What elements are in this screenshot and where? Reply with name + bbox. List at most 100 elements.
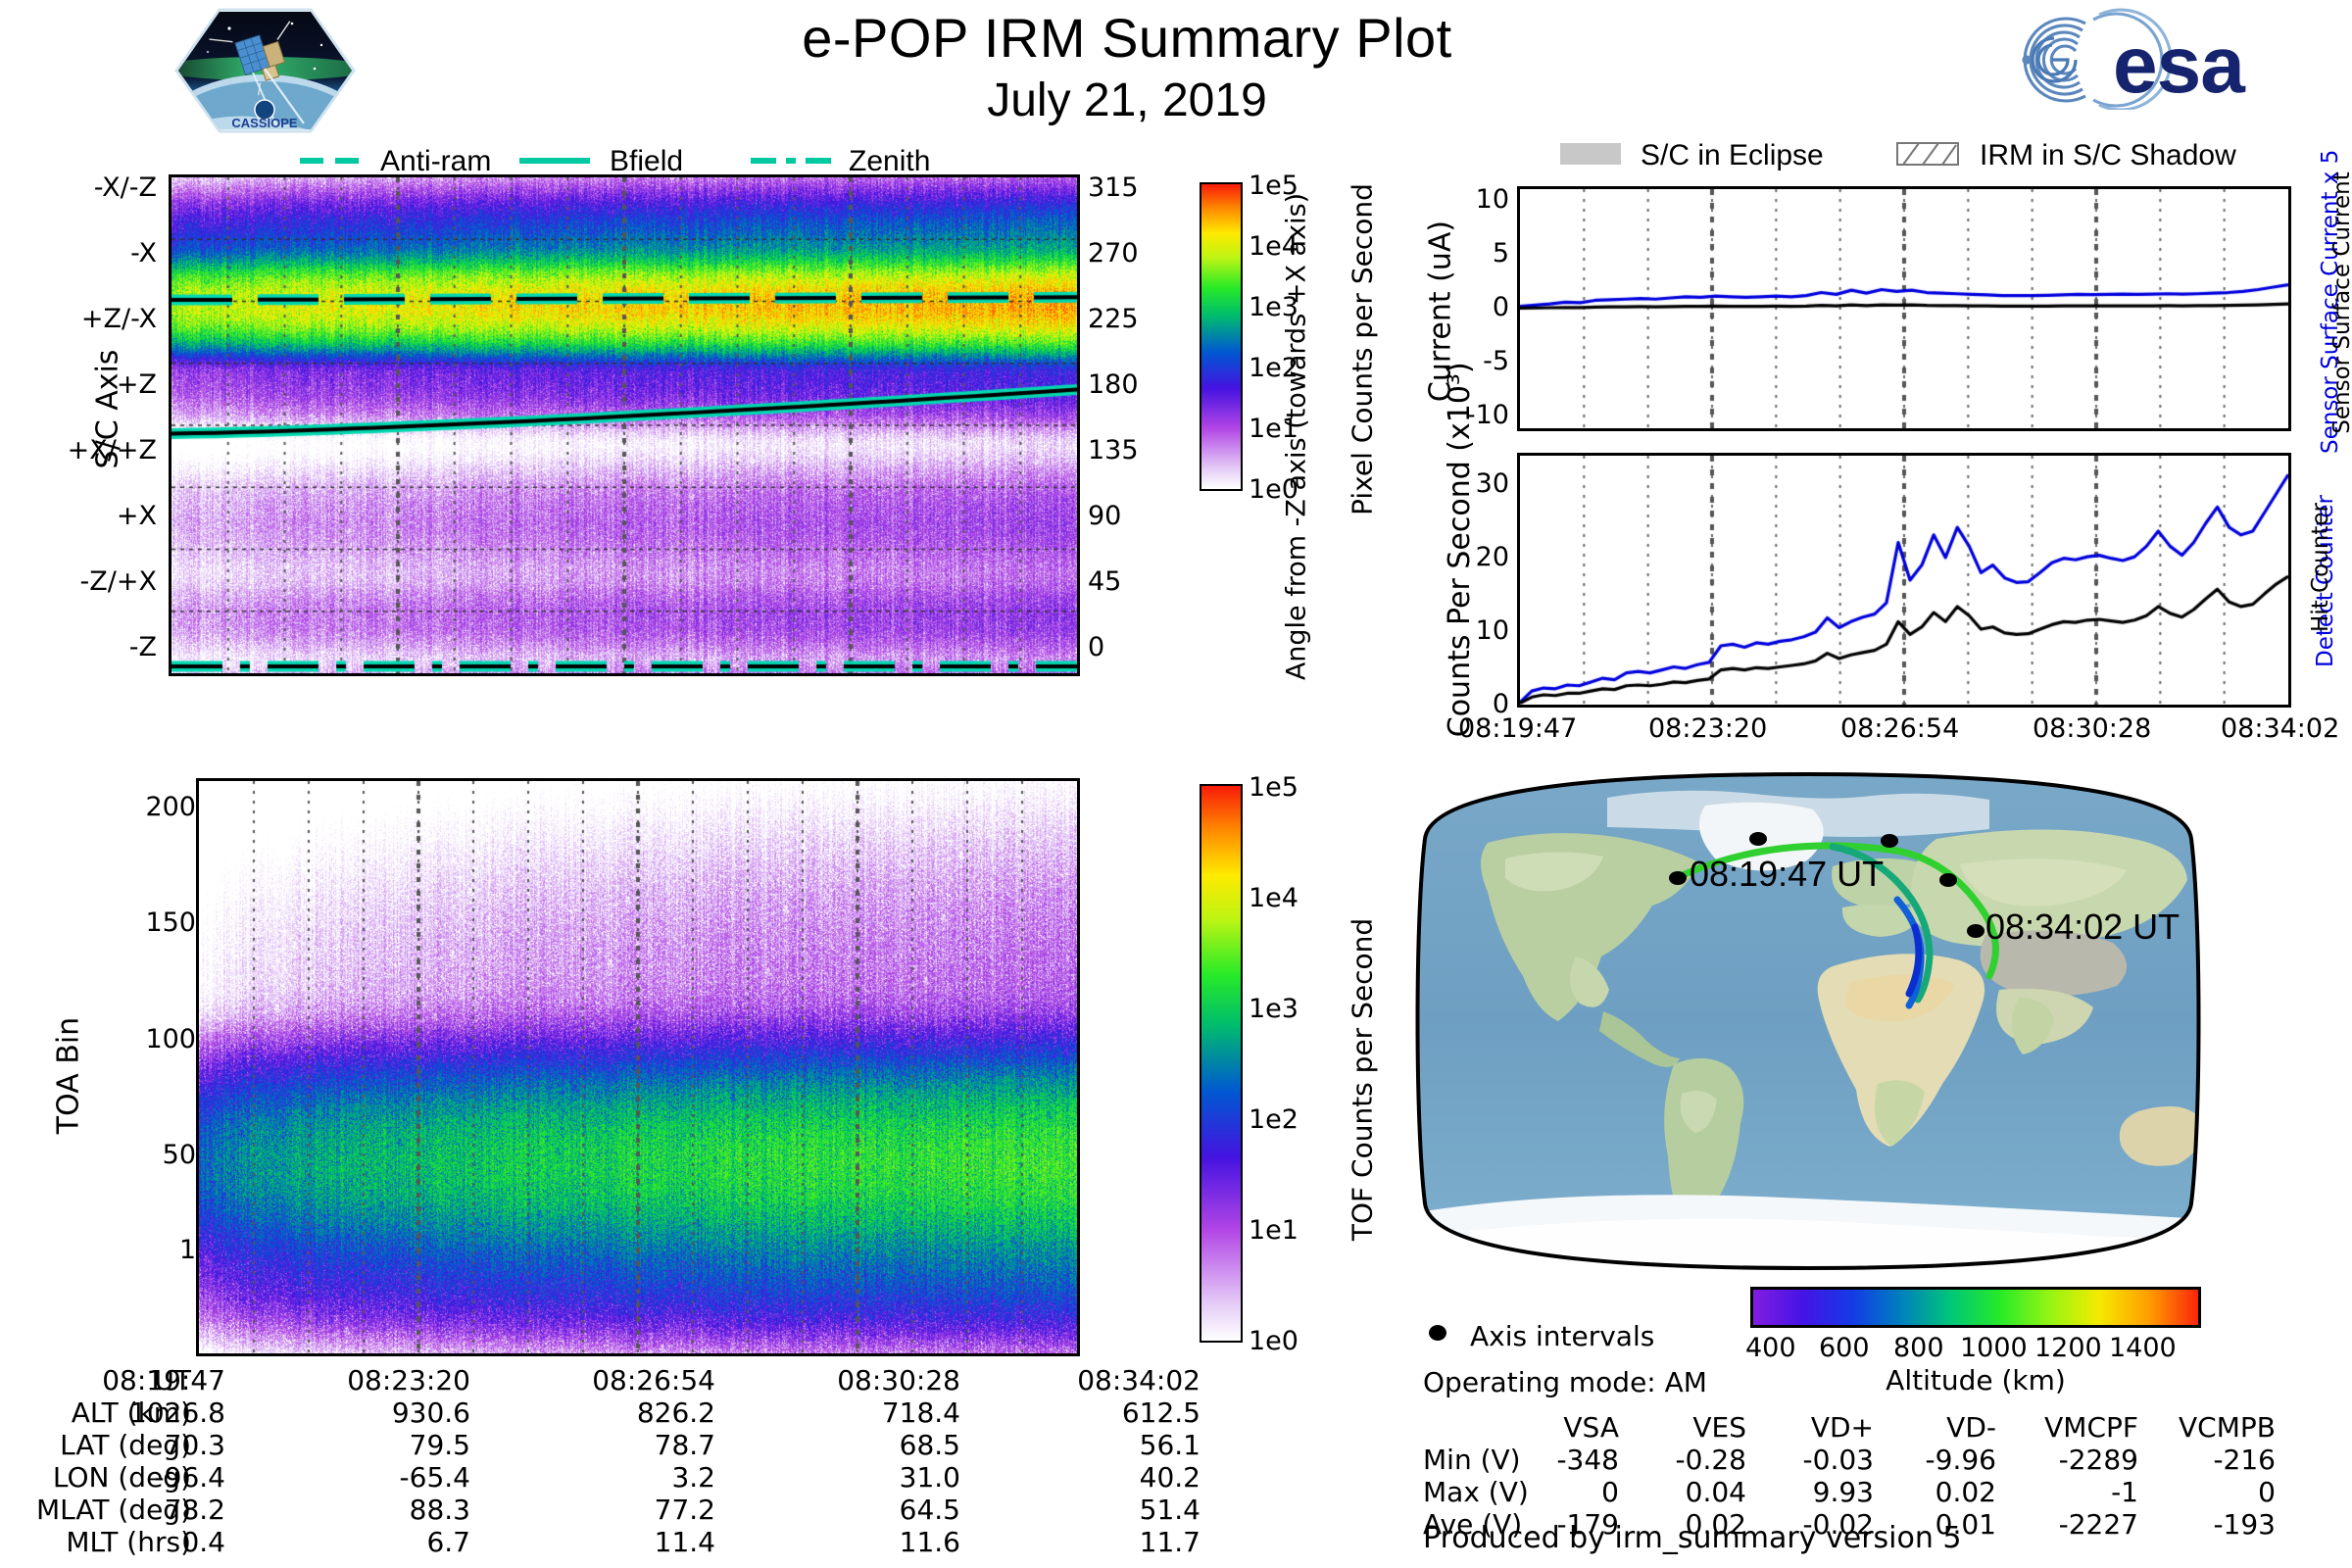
altitude-colorbar-ticklabels: 400 600 800 1000 1200 1400 [1745,1333,2177,1363]
voltage-col-header: VD- [1946,1411,1996,1444]
ut-cell: 70.3 [164,1429,225,1461]
voltage-cell: -348 [1556,1444,1619,1476]
ut-row-label: MLT (hrs) [66,1526,191,1558]
voltage-cell: -0.02 [1802,1508,1874,1541]
map-start-label: 08:19:47 UT [1690,854,1884,894]
counts-panel[interactable] [1517,453,2291,708]
ut-row-label: MLAT (deg) [35,1494,191,1526]
produced-by-label: Produced by irm_summary version 5 [1423,1521,1962,1555]
spectrogram-legend: Anti-ram Bfield Zenith [294,141,960,180]
right-time-axis-labels: 08:19:47 08:23:20 08:26:54 08:30:28 08:3… [1458,713,2340,744]
current-panel[interactable] [1517,186,2291,431]
axis-intervals-label: Axis intervals [1470,1320,1655,1352]
pixel-colorbar-ticklabels: 1e5 1e4 1e3 1e2 1e1 1e0 [1249,171,1298,505]
ut-cell: 612.5 [1121,1396,1200,1429]
legend-label-eclipse: S/C in Eclipse [1641,139,1824,172]
ut-cell: 40.2 [1139,1461,1200,1494]
voltage-cell: 9.93 [1812,1476,1874,1508]
ut-row-label: LAT (deg) [60,1429,191,1461]
legend-label-bfield: Bfield [610,145,683,177]
ut-row-label: LON (deg) [52,1461,191,1494]
ut-cell: 11.7 [1139,1526,1200,1558]
voltage-cell: -179 [1556,1508,1619,1541]
voltage-cell: -1 [2111,1476,2138,1508]
ut-cell: 56.1 [1139,1429,1200,1461]
ut-cell: 08:30:28 [837,1364,960,1396]
ut-cell: 08:19:47 [102,1364,225,1396]
ut-cell: 718.4 [881,1396,960,1429]
counts-black-series-label: Hit Counter [2308,503,2333,632]
ground-track-map[interactable]: 08:19:47 UT 08:34:02 UT [1411,770,2205,1272]
ut-cell: 08:34:02 [1077,1364,1200,1396]
page-title: e-POP IRM Summary Plot July 21, 2019 [802,7,1452,126]
ut-cell: 31.0 [899,1461,960,1494]
voltage-cell: 0.02 [1685,1508,1746,1541]
legend-label-anti-ram: Anti-ram [380,145,491,177]
ut-parameters-table: UT 08:19:47 08:23:20 08:26:54 08:30:28 08:34:… [29,1364,1200,1560]
legend-label-zenith: Zenith [849,145,930,177]
legend-label-shadow: IRM in S/C Shadow [1980,139,2236,172]
voltage-col-header: VMCPF [2044,1411,2138,1444]
ut-cell: 11.4 [654,1526,715,1558]
cassiope-mission-patch: CASSIOPE [174,8,356,133]
pixel-angle-spectrogram[interactable] [169,174,1080,676]
svg-text:esa: esa [2113,21,2246,110]
ut-cell: 51.4 [1139,1494,1200,1526]
ut-cell: 08:23:20 [347,1364,470,1396]
voltage-row-label: Ave (V) [1423,1508,1523,1541]
toa-bin-spectrogram[interactable] [196,778,1080,1356]
ut-cell: -96.4 [154,1461,225,1494]
ut-cell: -65.4 [399,1461,470,1494]
current-ticklabels: 10 5 0 -5 -10 [1465,184,1509,430]
axis-interval-dot-icon [1423,1318,1452,1348]
voltage-cell: 0 [1601,1476,1619,1508]
altitude-colorbar [1750,1287,2201,1328]
ut-row-label: UT [154,1364,191,1396]
voltage-cell: 0.04 [1685,1476,1746,1508]
voltage-stats-table: VSA VES VD+ VD- VMCPF VCMPB Min (V) -348 -0.28 -0… [1423,1411,2344,1541]
esa-logo: esa [1991,8,2297,110]
voltage-col-header: VD+ [1810,1411,1874,1444]
ut-cell: 6.7 [426,1526,470,1558]
voltage-cell: 0.01 [1935,1508,1996,1541]
ut-cell: 68.5 [899,1429,960,1461]
voltage-col-header: VCMPB [2179,1411,2276,1444]
ut-cell: 1026.8 [129,1396,225,1429]
eclipse-legend: S/C in Eclipse IRM in S/C Shadow [1558,135,2352,174]
ut-cell: 78.2 [164,1494,225,1526]
toa-ticklabels: 200 150 100 50 1 [145,792,196,1265]
map-end-label: 08:34:02 UT [1985,906,2180,947]
pixel-counts-colorbar [1200,182,1243,491]
ut-cell: 79.5 [409,1429,470,1461]
voltage-cell: -193 [2213,1508,2276,1541]
current-black-series-label: Sensor Surface Current [2329,172,2352,434]
voltage-cell: -2227 [2058,1508,2138,1541]
voltage-cell: -0.03 [1802,1444,1874,1476]
ut-cell: 78.7 [654,1429,715,1461]
tof-counts-colorbar [1200,784,1243,1343]
sc-axis-ticklabels: -X/-Z -X +Z/-X +Z +X/+Z +X -Z/+X -Z [67,172,157,662]
ut-cell: 08:26:54 [592,1364,715,1396]
ut-cell: 64.5 [899,1494,960,1526]
counts-ticklabels: 30 20 10 0 [1475,468,1509,719]
voltage-row-label: Min (V) [1423,1444,1521,1476]
voltage-cell: 0 [2258,1476,2276,1508]
ut-cell: 3.2 [671,1461,715,1494]
voltage-cell: -216 [2213,1444,2276,1476]
ut-cell: 77.2 [654,1494,715,1526]
ut-cell: 88.3 [409,1494,470,1526]
panel1-bottom-ticks [169,676,1080,688]
voltage-cell: -0.28 [1675,1444,1746,1476]
ut-cell: 826.2 [636,1396,715,1429]
voltage-col-header: VES [1692,1411,1746,1444]
ut-cell: 0.4 [181,1526,225,1558]
toa-bin-label: TOA Bin [51,1016,86,1135]
voltage-col-header: VSA [1563,1411,1619,1444]
operating-mode-label: Operating mode: AM [1423,1366,1707,1398]
tof-colorbar-label: TOF Counts per Second [1346,917,1379,1242]
axis-interval-markers [1669,832,1984,938]
voltage-cell: 0.02 [1935,1476,1996,1508]
altitude-colorbar-label: Altitude (km) [1886,1364,2066,1396]
ut-row-label: ALT (km) [71,1396,191,1429]
ut-cell: 930.6 [391,1396,470,1429]
